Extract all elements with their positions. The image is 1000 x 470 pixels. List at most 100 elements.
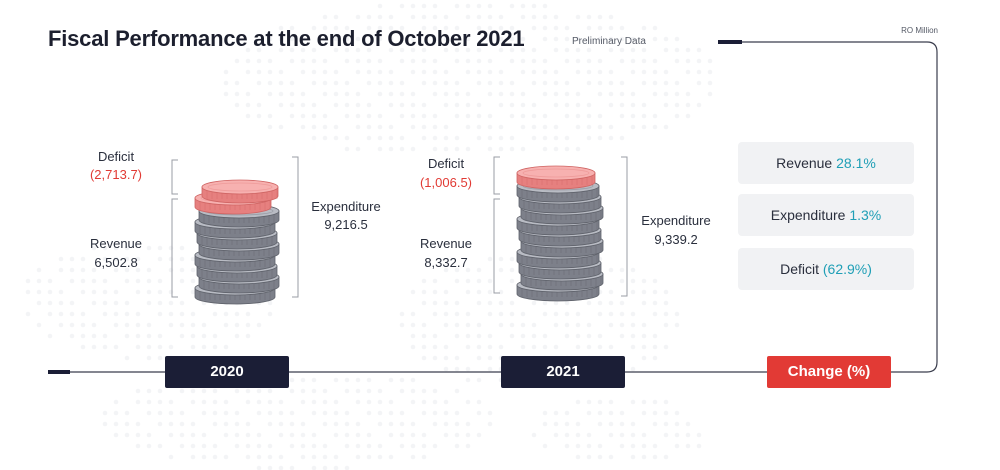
map-dot xyxy=(157,443,163,449)
map-dot xyxy=(179,322,185,328)
map-dot xyxy=(102,300,108,306)
map-dot xyxy=(608,47,614,53)
map-dot xyxy=(421,80,427,86)
map-dot xyxy=(344,80,350,86)
map-dot xyxy=(421,454,427,460)
map-dot xyxy=(443,399,449,405)
map-dot xyxy=(58,322,64,328)
map-dot xyxy=(619,25,625,31)
map-dot xyxy=(190,432,196,438)
map-dot xyxy=(377,91,383,97)
map-dot xyxy=(619,410,625,416)
map-dot xyxy=(47,300,53,306)
map-dot xyxy=(476,333,482,339)
map-dot xyxy=(619,80,625,86)
map-dot xyxy=(333,69,339,75)
map-dot xyxy=(641,69,647,75)
map-dot xyxy=(685,443,691,449)
map-dot xyxy=(47,278,53,284)
map-dot xyxy=(355,113,361,119)
map-dot xyxy=(311,388,317,394)
map-dot xyxy=(509,311,515,317)
map-dot xyxy=(630,102,636,108)
map-dot xyxy=(388,377,394,383)
map-dot xyxy=(465,322,471,328)
map-dot xyxy=(377,454,383,460)
map-dot xyxy=(289,102,295,108)
map-dot xyxy=(388,421,394,427)
map-dot xyxy=(487,58,493,64)
map-dot xyxy=(399,443,405,449)
subtitle: Preliminary Data xyxy=(572,36,646,47)
map-dot xyxy=(619,47,625,53)
map-dot xyxy=(355,146,361,152)
map-dot xyxy=(454,278,460,284)
map-dot xyxy=(80,333,86,339)
map-dot xyxy=(289,421,295,427)
map-dot xyxy=(322,69,328,75)
map-dot xyxy=(157,399,163,405)
map-dot xyxy=(520,124,526,130)
map-dot xyxy=(465,443,471,449)
map-dot xyxy=(487,146,493,152)
map-dot xyxy=(619,91,625,97)
map-dot xyxy=(465,333,471,339)
map-dot xyxy=(124,322,130,328)
map-dot xyxy=(399,388,405,394)
map-dot xyxy=(487,25,493,31)
map-dot xyxy=(443,311,449,317)
map-dot xyxy=(168,300,174,306)
map-dot xyxy=(267,300,273,306)
map-dot xyxy=(157,344,163,350)
map-dot xyxy=(641,289,647,295)
map-dot xyxy=(333,421,339,427)
map-dot xyxy=(575,69,581,75)
map-dot xyxy=(542,146,548,152)
map-dot xyxy=(388,399,394,405)
map-dot xyxy=(146,443,152,449)
map-dot xyxy=(223,80,229,86)
map-dot xyxy=(465,278,471,284)
map-dot xyxy=(630,289,636,295)
map-dot xyxy=(366,14,372,20)
map-dot xyxy=(520,146,526,152)
map-dot xyxy=(630,91,636,97)
map-dot xyxy=(256,443,262,449)
map-dot xyxy=(399,80,405,86)
map-dot xyxy=(289,443,295,449)
map-dot xyxy=(465,36,471,42)
map-dot xyxy=(432,289,438,295)
map-dot xyxy=(410,311,416,317)
deficit-label-2021: Deficit xyxy=(427,156,465,171)
map-dot xyxy=(663,300,669,306)
map-dot xyxy=(531,432,537,438)
map-dot xyxy=(476,135,482,141)
map-dot xyxy=(432,344,438,350)
map-dot xyxy=(322,388,328,394)
expenditure-label-2021: Expenditure xyxy=(641,213,711,228)
map-dot xyxy=(421,135,427,141)
map-dot xyxy=(597,25,603,31)
map-dot xyxy=(575,311,581,317)
map-dot xyxy=(465,267,471,273)
map-dot xyxy=(377,410,383,416)
map-dot xyxy=(344,432,350,438)
map-dot xyxy=(245,113,251,119)
map-dot xyxy=(267,454,273,460)
map-dot xyxy=(245,399,251,405)
map-dot xyxy=(377,443,383,449)
map-dot xyxy=(674,91,680,97)
map-dot xyxy=(69,300,75,306)
map-dot xyxy=(212,443,218,449)
map-dot xyxy=(223,69,229,75)
map-dot xyxy=(432,443,438,449)
map-dot xyxy=(421,102,427,108)
map-dot xyxy=(685,91,691,97)
map-dot xyxy=(509,300,515,306)
map-dot xyxy=(641,399,647,405)
map-dot xyxy=(696,47,702,53)
map-dot xyxy=(641,432,647,438)
map-dot xyxy=(641,333,647,339)
change-box: Change (%) xyxy=(767,356,891,388)
map-dot xyxy=(454,432,460,438)
